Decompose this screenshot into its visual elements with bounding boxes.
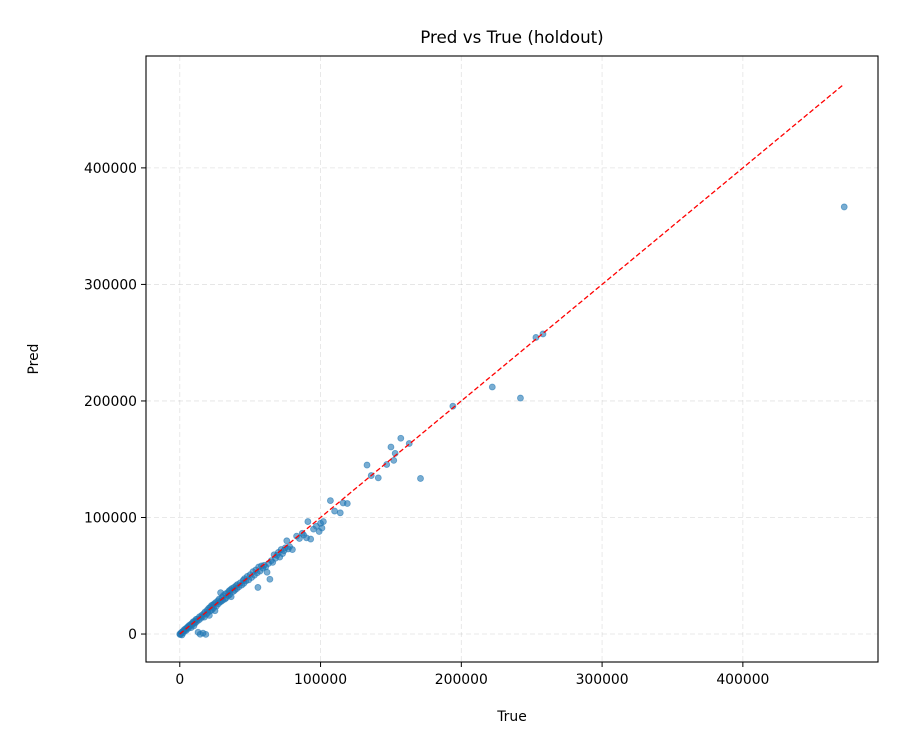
y-tick-label: 200000 xyxy=(84,394,137,410)
data-point xyxy=(374,474,382,482)
data-point xyxy=(417,475,424,482)
data-point xyxy=(840,203,848,211)
plot-area-frame xyxy=(145,55,879,663)
y-tick-label: 0 xyxy=(128,627,137,643)
data-point xyxy=(327,497,334,504)
x-tick-label: 300000 xyxy=(576,672,629,688)
x-axis: 0 100000 200000 300000 400000 xyxy=(175,662,769,688)
chart-title: Pred vs True (holdout) xyxy=(420,27,603,47)
y-axis-title: Pred xyxy=(26,344,42,375)
data-point xyxy=(283,537,291,545)
data-point xyxy=(319,518,327,525)
data-point xyxy=(517,394,524,402)
data-point xyxy=(449,402,457,410)
data-point xyxy=(254,584,262,591)
x-tick-label: 100000 xyxy=(294,672,347,688)
y-tick-label: 100000 xyxy=(84,510,137,526)
data-point xyxy=(202,630,210,638)
data-point xyxy=(397,434,405,442)
x-tick-label: 0 xyxy=(175,672,184,688)
data-point xyxy=(343,500,351,507)
x-tick-label: 400000 xyxy=(716,672,769,688)
data-point xyxy=(307,535,315,543)
data-point xyxy=(304,518,312,525)
data-point xyxy=(387,443,395,451)
data-point xyxy=(263,568,271,576)
data-point xyxy=(331,507,339,515)
reference-line xyxy=(179,83,845,635)
y-axis: 0 100000 200000 300000 400000 xyxy=(84,161,146,643)
data-point xyxy=(266,575,274,583)
data-point xyxy=(363,461,371,469)
y-tick-label: 400000 xyxy=(84,161,137,177)
data-point xyxy=(390,456,398,464)
data-point xyxy=(488,383,496,391)
y-tick-label: 300000 xyxy=(84,277,137,293)
grid xyxy=(146,56,878,662)
x-axis-title: True xyxy=(496,709,527,725)
data-point xyxy=(288,546,296,553)
data-point xyxy=(336,509,344,517)
x-tick-label: 200000 xyxy=(435,672,488,688)
data-point xyxy=(318,524,326,532)
